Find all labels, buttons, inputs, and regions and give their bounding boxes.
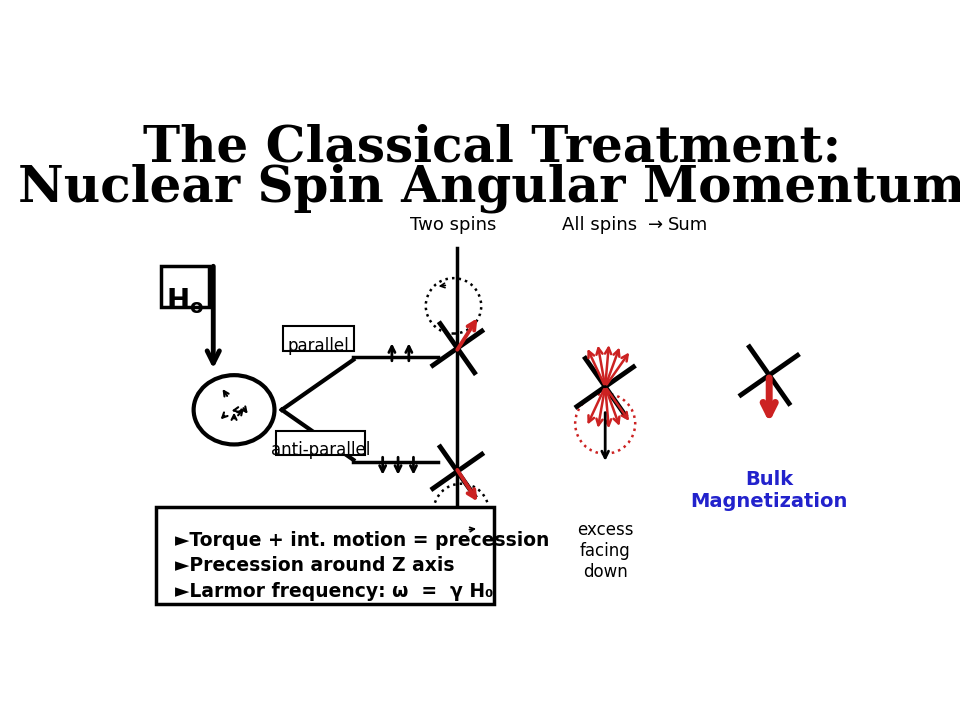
Text: Sum: Sum [668,216,708,234]
Text: The Classical Treatment:: The Classical Treatment: [143,123,841,172]
Text: ►Larmor frequency: ω  =  γ H₀: ►Larmor frequency: ω = γ H₀ [175,582,493,600]
Text: Bulk
Magnetization: Bulk Magnetization [690,470,848,511]
Text: →: → [648,216,663,234]
Text: anti-parallel: anti-parallel [271,441,370,459]
Text: parallel: parallel [288,337,349,355]
FancyBboxPatch shape [283,326,354,351]
Text: ►Precession around Z axis: ►Precession around Z axis [175,556,454,575]
Text: H$_\mathregular{o}$: H$_\mathregular{o}$ [166,287,204,316]
Ellipse shape [194,375,275,444]
Text: Two spins: Two spins [410,216,496,234]
Text: excess
facing
down: excess facing down [577,521,634,581]
Text: All spins: All spins [563,216,637,234]
Text: ►Torque + int. motion = precession: ►Torque + int. motion = precession [175,531,549,549]
Text: Nuclear Spin Angular Momentum: Nuclear Spin Angular Momentum [18,163,960,213]
FancyBboxPatch shape [276,431,365,455]
FancyBboxPatch shape [156,507,493,604]
FancyBboxPatch shape [161,266,208,307]
